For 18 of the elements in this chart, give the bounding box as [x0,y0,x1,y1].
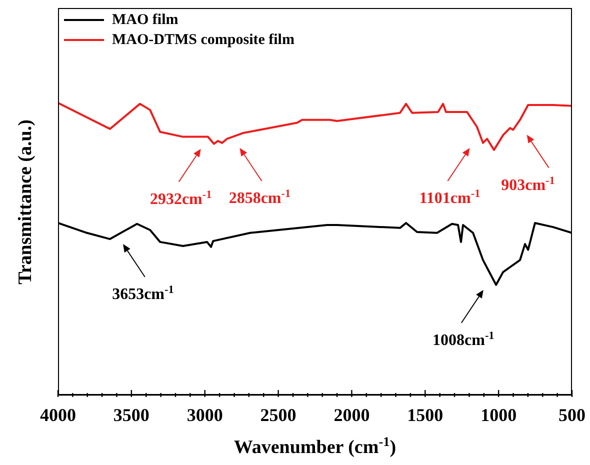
annotation: 903cm$^{-1}$ [501,174,556,194]
legend-label: MAO film [112,12,178,28]
x-tick-label: 2500 [260,405,296,425]
x-tick-label: 1000 [480,405,517,425]
y-axis-title: Transmittance (a.u.) [15,119,37,284]
x-tick-label: 500 [558,405,586,425]
x-tick-label: 1500 [407,405,444,425]
annotation: 2858cm$^{-1}$ [228,188,291,207]
annotation: 2932cm$^{-1}$ [150,188,212,208]
legend-label: MAO-DTMS composite film [112,32,294,48]
annotation: 1101cm$^{-1}$ [419,188,481,207]
annotation: 1008cm$^{-1}$ [432,330,495,349]
x-tick-label: 3000 [186,405,223,425]
annotation: 3653cm$^{-1}$ [112,284,174,304]
x-tick-label: 2000 [334,405,370,425]
x-tick-label: 4000 [40,405,76,425]
x-tick-label: 3500 [113,405,150,425]
x-axis-title: Wavenumber (cm$^{-1}$) [234,434,396,458]
